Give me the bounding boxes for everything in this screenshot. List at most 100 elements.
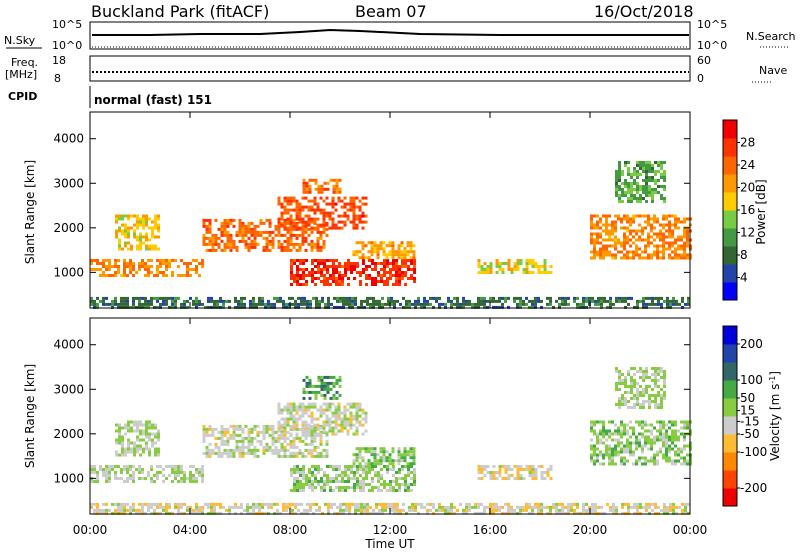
echo-cell	[618, 397, 621, 400]
echo-cell	[639, 394, 642, 397]
echo-cell	[362, 271, 365, 274]
echo-cell	[243, 508, 246, 512]
echo-cell	[295, 445, 299, 449]
echo-cell	[318, 302, 321, 306]
echo-cell	[359, 468, 362, 471]
echo-cell	[256, 242, 260, 246]
echo-cell	[136, 244, 139, 248]
echo-cell	[323, 187, 327, 191]
echo-cell	[320, 378, 324, 382]
echo-cell	[299, 259, 302, 262]
echo-cell	[657, 296, 660, 300]
echo-cell	[120, 471, 123, 474]
echo-cell	[307, 426, 311, 430]
echo-cell	[195, 511, 198, 515]
echo-cell	[603, 296, 606, 300]
echo-cell	[593, 432, 596, 436]
echo-cell	[540, 265, 544, 268]
echo-cell	[396, 505, 399, 509]
echo-cell	[133, 423, 136, 427]
echo-cell	[343, 411, 347, 415]
echo-cell	[393, 305, 396, 309]
beam-title: Beam 07	[355, 2, 427, 21]
echo-cell	[174, 505, 177, 509]
echo-cell	[364, 417, 368, 421]
echo-cell	[165, 502, 168, 506]
echo-cell	[145, 238, 148, 242]
echo-cell	[289, 242, 293, 246]
echo-cell	[223, 439, 227, 443]
echo-cell	[374, 283, 377, 286]
echo-cell	[346, 423, 350, 427]
echo-cell	[653, 426, 656, 430]
echo-cell	[629, 238, 632, 242]
echo-cell	[226, 448, 230, 452]
echo-cell	[124, 447, 127, 451]
echo-cell	[374, 268, 377, 271]
echo-cell	[629, 426, 632, 430]
echo-cell	[674, 226, 677, 230]
echo-cell	[441, 508, 444, 512]
echo-cell	[323, 471, 326, 474]
echo-cell	[495, 305, 498, 309]
echo-cell	[347, 262, 350, 265]
echo-cell	[121, 217, 124, 221]
echo-cell	[641, 456, 644, 460]
echo-cell	[620, 447, 623, 451]
echo-cell	[295, 199, 299, 203]
echo-cell	[136, 223, 139, 227]
echo-cell	[133, 232, 136, 236]
echo-cell	[311, 268, 314, 271]
echo-cell	[590, 256, 593, 260]
echo-cell	[265, 424, 269, 428]
echo-cell	[180, 502, 183, 506]
echo-cell	[123, 259, 126, 262]
echo-cell	[102, 271, 105, 274]
echo-cell	[147, 474, 150, 477]
echo-cell	[328, 408, 332, 412]
echo-cell	[121, 438, 124, 442]
echo-cell	[614, 244, 617, 248]
echo-cell	[337, 402, 341, 406]
colorbar-tick-label: -100	[740, 445, 767, 459]
echo-cell	[410, 477, 413, 480]
echo-cell	[671, 447, 674, 451]
echo-cell	[660, 394, 663, 397]
echo-cell	[412, 453, 416, 457]
echo-cell	[338, 375, 342, 379]
echo-cell	[671, 462, 674, 466]
echo-cell	[384, 302, 387, 306]
echo-cell	[355, 456, 359, 460]
echo-cell	[294, 505, 297, 509]
echo-cell	[594, 508, 597, 512]
echo-cell	[395, 268, 398, 271]
echo-cell	[355, 241, 359, 245]
echo-cell	[519, 477, 523, 480]
echo-cell	[283, 420, 287, 424]
echo-cell	[635, 244, 638, 248]
echo-cell	[282, 305, 285, 309]
echo-cell	[99, 508, 102, 512]
freq-tick-top: 18	[52, 54, 66, 67]
echo-cell	[379, 456, 383, 460]
echo-cell	[351, 502, 354, 506]
echo-cell	[228, 511, 231, 515]
echo-cell	[139, 420, 142, 424]
echo-cell	[205, 445, 209, 449]
echo-cell	[360, 302, 363, 306]
echo-cell	[268, 230, 272, 234]
echo-cell	[174, 299, 177, 303]
echo-cell	[605, 214, 608, 218]
echo-cell	[129, 265, 132, 268]
echo-cell	[624, 502, 627, 506]
echo-cell	[302, 471, 305, 474]
echo-cell	[618, 299, 621, 303]
echo-cell	[289, 233, 293, 237]
echo-cell	[331, 414, 335, 418]
echo-cell	[220, 424, 224, 428]
echo-cell	[326, 280, 329, 283]
echo-cell	[633, 367, 636, 370]
colorbar-tick-label: 16	[740, 203, 755, 217]
echo-cell	[252, 305, 255, 309]
echo-cell	[132, 299, 135, 303]
